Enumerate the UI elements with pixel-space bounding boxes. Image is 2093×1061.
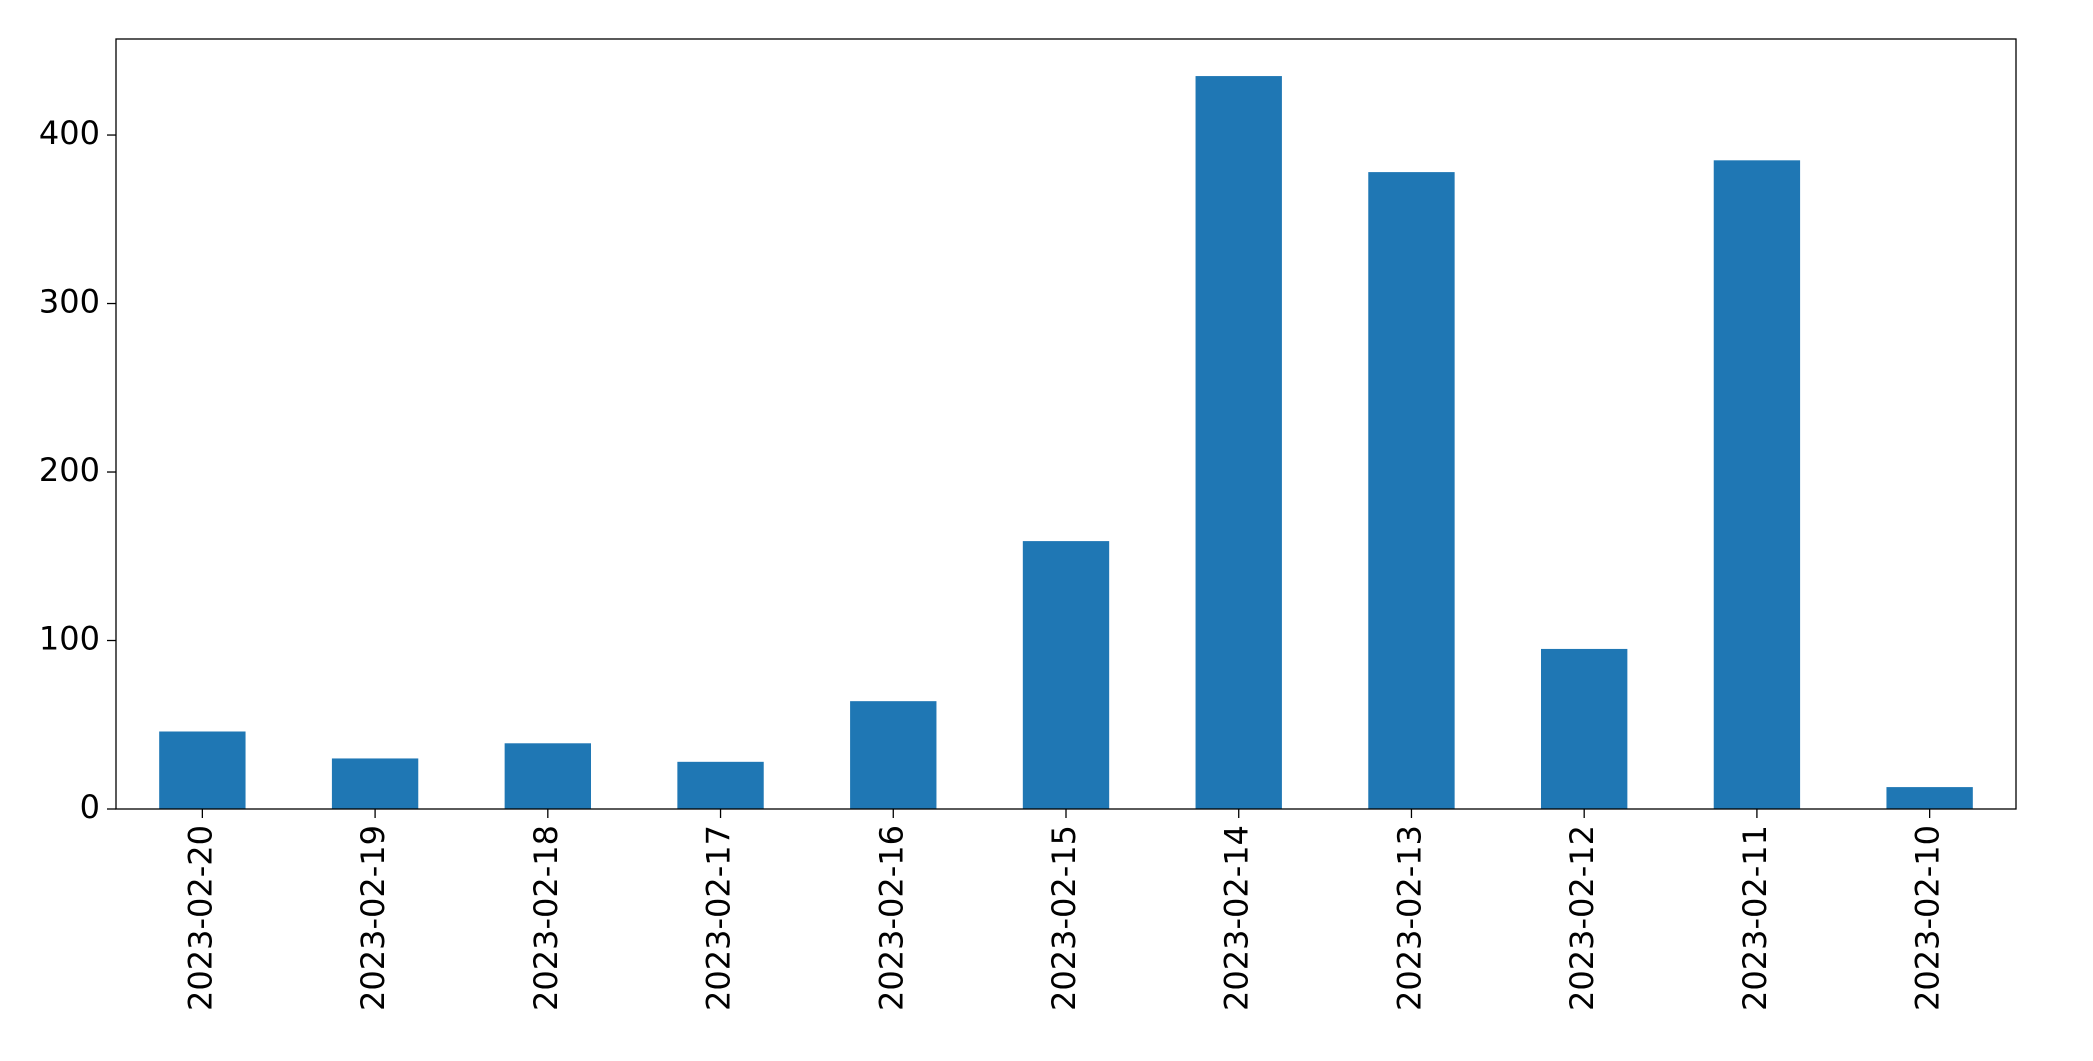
x-tick-label: 2023-02-19 — [354, 825, 392, 1011]
y-tick-label: 0 — [80, 788, 100, 826]
bar — [1022, 541, 1110, 809]
x-tick-label: 2023-02-12 — [1563, 825, 1601, 1011]
y-tick-label: 300 — [39, 283, 100, 321]
y-tick-label: 100 — [39, 620, 100, 658]
bar — [677, 761, 764, 809]
x-tick-label: 2023-02-14 — [1218, 825, 1256, 1011]
bar — [331, 758, 419, 809]
x-tick-label: 2023-02-15 — [1045, 825, 1083, 1011]
x-tick-label: 2023-02-10 — [1909, 825, 1947, 1011]
x-tick-label: 2023-02-13 — [1390, 825, 1428, 1011]
bar — [504, 743, 591, 809]
bar — [1368, 172, 1455, 809]
x-tick-label: 2023-02-11 — [1736, 825, 1774, 1011]
y-tick-label: 400 — [39, 114, 100, 152]
bar — [850, 701, 937, 809]
y-tick-label: 200 — [39, 451, 100, 489]
bar — [1886, 787, 1973, 809]
bar — [159, 731, 246, 809]
bar — [1195, 76, 1282, 810]
x-tick-label: 2023-02-17 — [700, 825, 738, 1011]
bar — [1541, 648, 1628, 809]
x-tick-label: 2023-02-18 — [527, 825, 565, 1011]
x-tick-label: 2023-02-20 — [181, 825, 219, 1011]
x-tick-label: 2023-02-16 — [872, 825, 910, 1011]
plot-frame — [115, 38, 2017, 810]
bar — [1713, 160, 1801, 809]
